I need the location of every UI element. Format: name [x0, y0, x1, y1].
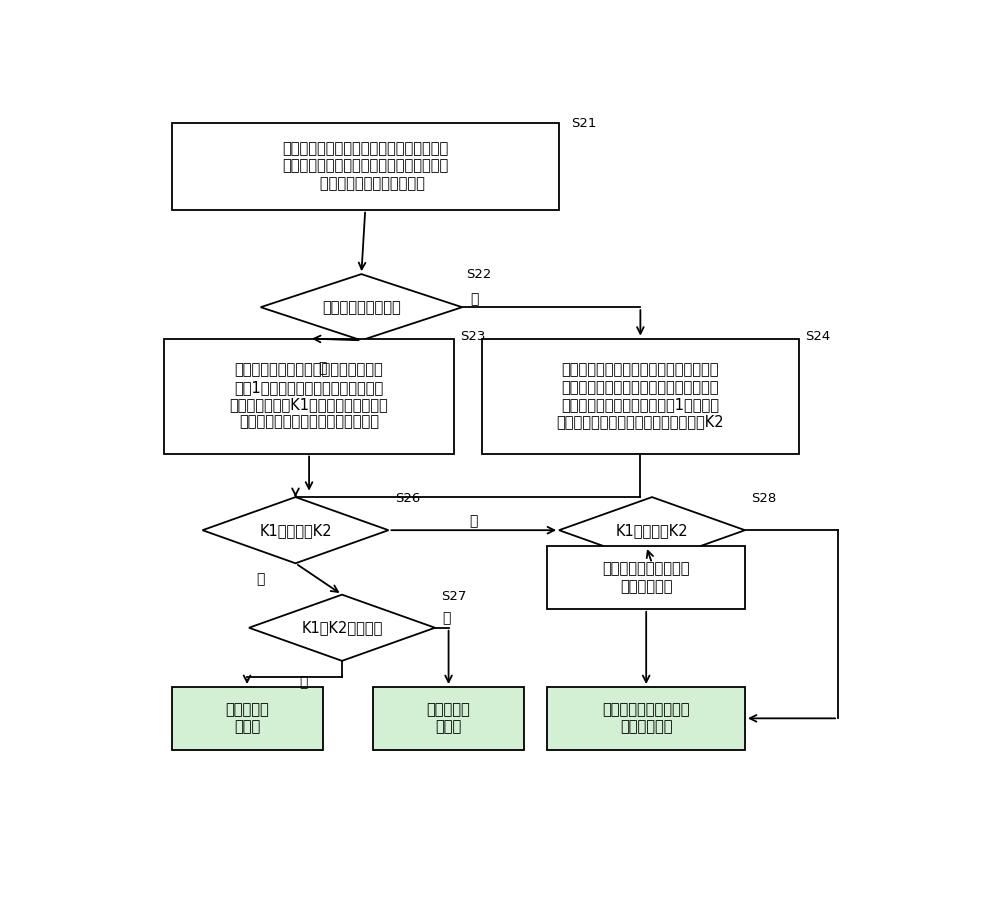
Text: S28: S28 [751, 492, 776, 505]
Text: S27: S27 [441, 590, 467, 603]
Text: S24: S24 [805, 330, 831, 343]
Text: 否: 否 [470, 291, 478, 306]
Text: 保持当前信
号周期: 保持当前信 号周期 [427, 702, 470, 735]
Text: 否: 否 [443, 612, 451, 625]
Text: 保持当前信
号周期: 保持当前信 号周期 [225, 702, 269, 735]
FancyBboxPatch shape [172, 122, 559, 210]
Text: 增加第一方向上信号灯
周期的绿信比: 增加第一方向上信号灯 周期的绿信比 [602, 561, 690, 594]
FancyBboxPatch shape [373, 687, 524, 749]
Text: 对于第一方向，将已有机动车的停车次
数加1，并获取第一方向上遇红灯的最
高停车等待次数K1；对于第二方向，将
越过停止线的机动车从记录中清除；: 对于第一方向，将已有机动车的停车次 数加1，并获取第一方向上遇红灯的最 高停车等… [230, 362, 388, 430]
Text: 是: 是 [257, 572, 265, 586]
Text: 增加第二方向上信号灯
周期的绿信比: 增加第二方向上信号灯 周期的绿信比 [602, 702, 690, 735]
Text: S22: S22 [466, 268, 491, 281]
Text: 对于第一方向，将越过停止线的机动车从
记录中清除；对于第二方向，将已有机动
车的遇红灯的停车等待次数加1，并获取
第二方向上遇红灯的最高停车等待次数K2: 对于第一方向，将越过停止线的机动车从 记录中清除；对于第二方向，将已有机动 车的… [557, 362, 724, 430]
Text: S21: S21 [571, 118, 596, 130]
Text: 第一方向是否为红灯: 第一方向是否为红灯 [322, 300, 401, 315]
FancyBboxPatch shape [164, 338, 454, 453]
Text: 是: 是 [319, 361, 327, 376]
Polygon shape [261, 274, 462, 340]
FancyBboxPatch shape [547, 687, 745, 749]
Text: 否: 否 [470, 514, 478, 529]
Text: K1是否等于K2: K1是否等于K2 [259, 523, 332, 538]
Text: 记录每一台机动车在越过停止线之前遇红灯
的停车等待次数；其中每一机动车遇红灯的
   停车等待次数的初始值为零: 记录每一台机动车在越过停止线之前遇红灯 的停车等待次数；其中每一机动车遇红灯的 … [282, 141, 448, 191]
FancyBboxPatch shape [547, 547, 745, 609]
Polygon shape [559, 497, 745, 563]
FancyBboxPatch shape [482, 338, 799, 453]
Text: S26: S26 [395, 492, 420, 505]
Text: S23: S23 [460, 330, 485, 343]
Text: 是: 是 [299, 675, 308, 689]
Polygon shape [202, 497, 388, 563]
Text: K1是否大于K2: K1是否大于K2 [616, 523, 688, 538]
Polygon shape [249, 595, 435, 661]
Text: K1与K2是否为零: K1与K2是否为零 [301, 620, 383, 635]
FancyBboxPatch shape [172, 687, 323, 749]
